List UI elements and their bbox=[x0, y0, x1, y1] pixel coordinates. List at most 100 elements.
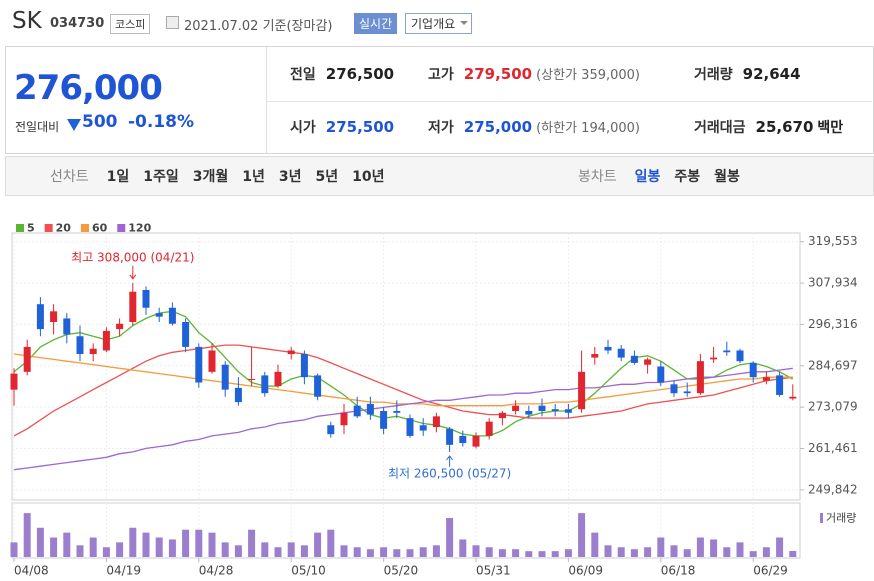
volume-bar bbox=[551, 551, 559, 557]
change-percent: -0.18% bbox=[128, 112, 195, 132]
volume-bar bbox=[195, 529, 203, 557]
field-value: 25,670 bbox=[755, 118, 814, 136]
field-value: 279,500 bbox=[463, 65, 533, 83]
candle-body bbox=[762, 377, 770, 381]
down-arrow bbox=[67, 119, 81, 131]
x-tick-label: 05/20 bbox=[384, 564, 419, 578]
candle-body bbox=[314, 375, 322, 397]
candle-body bbox=[327, 425, 335, 435]
tab-group-label: 봉차트 bbox=[578, 169, 617, 185]
tab[interactable]: 3개월 bbox=[192, 169, 229, 185]
realtime-button[interactable]: 실시간 bbox=[354, 13, 398, 34]
volume-legend-label: 거래량 bbox=[826, 512, 856, 525]
candle-body bbox=[604, 346, 612, 351]
divider bbox=[267, 101, 872, 102]
tab[interactable]: 1주일 bbox=[143, 169, 179, 185]
tab[interactable]: 월봉 bbox=[714, 169, 740, 185]
candle-body bbox=[248, 378, 256, 380]
dropdown-icon bbox=[460, 21, 468, 25]
field-value: 92,644 bbox=[742, 65, 801, 83]
volume-bar bbox=[525, 551, 533, 557]
volume-bar bbox=[353, 547, 361, 557]
candle-body bbox=[564, 409, 572, 413]
candle-body bbox=[353, 405, 361, 417]
volume-bar bbox=[248, 529, 256, 557]
x-tick-label: 04/19 bbox=[106, 564, 141, 578]
field-note: (하한가 194,000) bbox=[536, 121, 641, 136]
volume-bar bbox=[512, 549, 520, 557]
quote-field: 고가 279,500 (상한가 359,000) bbox=[428, 64, 640, 84]
tab[interactable]: 5년 bbox=[315, 169, 339, 185]
volume-bar bbox=[116, 542, 124, 557]
volume-bar bbox=[432, 545, 440, 557]
candle-body bbox=[287, 350, 295, 355]
candle-body bbox=[644, 359, 652, 365]
plot-frame bbox=[11, 232, 801, 501]
field-note: 백만 bbox=[817, 120, 844, 136]
field-value: 276,500 bbox=[325, 65, 395, 83]
candle-body bbox=[578, 371, 586, 410]
volume-bar bbox=[36, 527, 44, 557]
volume-bar bbox=[50, 537, 58, 557]
divider bbox=[266, 47, 267, 153]
x-tick-label: 06/09 bbox=[568, 564, 603, 578]
tab[interactable]: 3년 bbox=[278, 169, 302, 185]
candle-body bbox=[551, 409, 559, 411]
candle-body bbox=[155, 313, 163, 317]
candle-body bbox=[657, 366, 665, 383]
candle-body bbox=[366, 403, 374, 415]
quote-field: 시가 275,500 bbox=[290, 117, 394, 137]
y-tick-label: 284,697 bbox=[808, 358, 858, 372]
y-tick-label: 319,553 bbox=[808, 234, 858, 248]
y-tick-label: 261,461 bbox=[808, 441, 858, 455]
candle-body bbox=[182, 322, 190, 347]
candle-body bbox=[630, 355, 638, 363]
volume-bar bbox=[538, 551, 546, 557]
candle-body bbox=[168, 307, 176, 324]
legend-label: 20 bbox=[56, 222, 72, 235]
volume-bar bbox=[129, 527, 137, 557]
quote-field: 전일 276,500 bbox=[290, 64, 394, 84]
volume-bar bbox=[446, 518, 454, 557]
volume-bar bbox=[89, 537, 97, 557]
candle-body bbox=[710, 357, 718, 360]
candle-body bbox=[696, 361, 704, 394]
tab[interactable]: 주봉 bbox=[674, 169, 701, 185]
x-tick-label: 06/18 bbox=[661, 564, 696, 578]
ma-line bbox=[13, 367, 793, 471]
stock-name: SK bbox=[12, 8, 42, 34]
candle-body bbox=[50, 311, 58, 322]
candle-body bbox=[446, 428, 454, 445]
candle-body bbox=[195, 346, 203, 383]
legend-swatch bbox=[16, 224, 24, 232]
volume-bar bbox=[789, 550, 797, 557]
volume-bar bbox=[300, 545, 308, 557]
field-note: (상한가 359,000) bbox=[536, 68, 641, 83]
volume-bar bbox=[10, 542, 18, 557]
volume-bar bbox=[155, 537, 163, 557]
tab[interactable]: 1일 bbox=[106, 169, 130, 185]
tab[interactable]: 1년 bbox=[242, 169, 265, 185]
volume-bar bbox=[630, 549, 638, 557]
field-label: 거래량 bbox=[694, 67, 733, 83]
tab-bar bbox=[5, 156, 874, 196]
volume-bar bbox=[710, 539, 718, 557]
candle-body bbox=[36, 304, 44, 330]
tab[interactable]: 일봉 bbox=[634, 169, 661, 185]
candle-body bbox=[234, 387, 242, 403]
legend-label: 120 bbox=[128, 222, 151, 235]
field-value: 275,000 bbox=[463, 118, 533, 136]
volume-bar bbox=[366, 549, 374, 557]
tab-group-label: 선차트 bbox=[50, 169, 89, 185]
overview-button[interactable]: 기업개요 bbox=[405, 13, 473, 34]
candle-body bbox=[23, 346, 31, 372]
volume-bar bbox=[102, 547, 110, 557]
volume-bar bbox=[657, 537, 665, 557]
candle-tabs: 봉차트 일봉 주봉 월봉 bbox=[578, 166, 754, 186]
legend-swatch bbox=[80, 224, 89, 232]
tab[interactable]: 10년 bbox=[352, 169, 385, 185]
ma-line bbox=[13, 310, 794, 437]
volume-bar bbox=[604, 545, 612, 557]
candle-body bbox=[129, 291, 137, 322]
top-bar: SK 034730 코스피 2021.07.02 기준(장마감) 실시간 기업개… bbox=[0, 0, 874, 44]
